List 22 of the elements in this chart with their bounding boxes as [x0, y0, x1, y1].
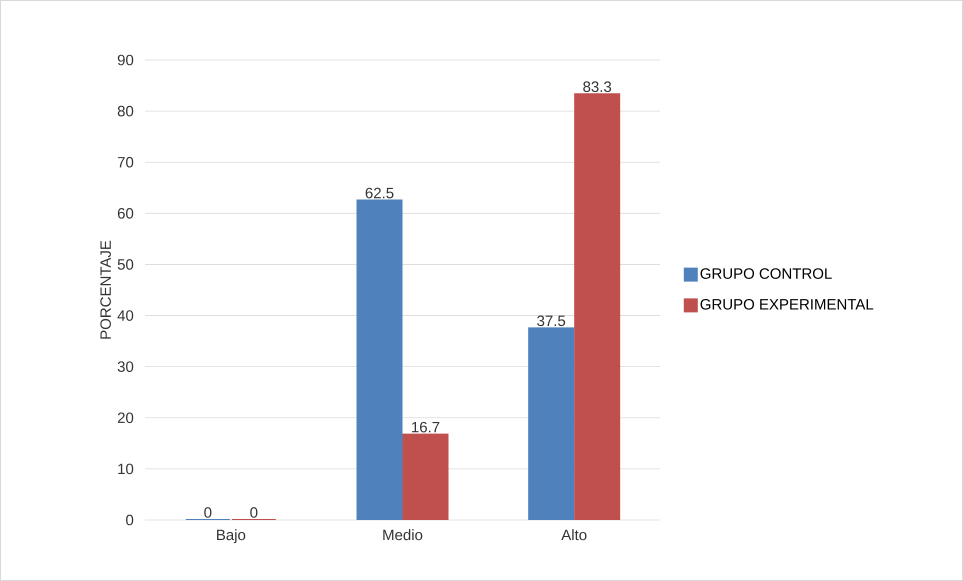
- y-tick-label: 70: [118, 156, 134, 168]
- data-label: 0: [204, 507, 212, 518]
- y-tick-label: 40: [117, 310, 134, 321]
- data-label: 37.5: [537, 316, 566, 326]
- data-label: 83.3: [583, 81, 612, 92]
- y-tick-label: 10: [118, 464, 134, 474]
- y-axis-title: PORCENTAJE: [100, 240, 111, 339]
- legend-label: GRUPO EXPERIMENTAL: [700, 298, 874, 310]
- x-tick-label: Bajo: [217, 529, 246, 544]
- data-label: 0: [250, 507, 258, 518]
- y-tick-label: 90: [118, 54, 134, 66]
- y-tick-label: 60: [118, 208, 134, 219]
- y-tick-label: 80: [118, 106, 134, 116]
- y-tick-label: 20: [118, 412, 134, 424]
- y-tick-label: 30: [118, 361, 134, 372]
- data-label: 16.7: [412, 422, 440, 432]
- legend-label: GRUPO CONTROL: [700, 268, 832, 279]
- x-tick-label: Medio: [383, 529, 422, 540]
- y-tick-label: 50: [118, 259, 134, 270]
- y-tick-label: 0: [126, 514, 134, 526]
- data-label: 62.5: [366, 188, 394, 198]
- x-tick-label: Alto: [561, 529, 586, 540]
